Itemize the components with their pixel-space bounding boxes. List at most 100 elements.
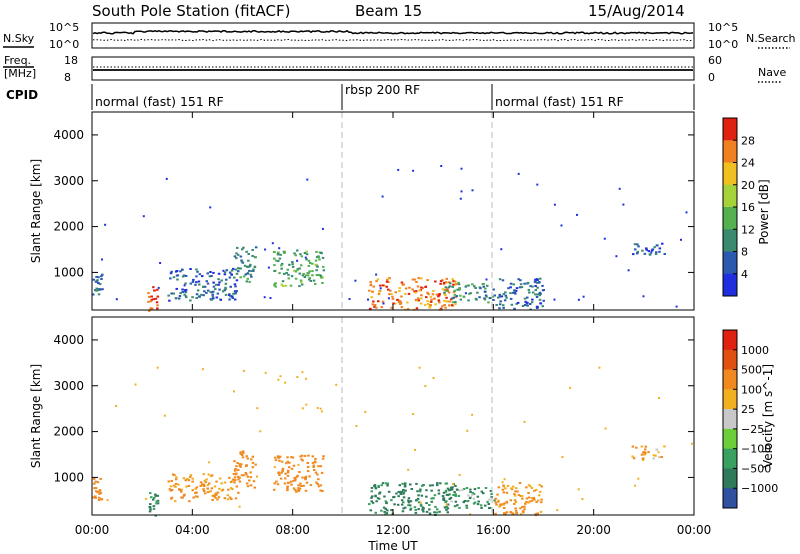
heatmap-cell [645,247,648,250]
heatmap-cell [317,478,320,481]
heatmap-cell [165,177,168,180]
heatmap-cell [404,489,407,492]
heatmap-cell [485,295,488,298]
heatmap-cell [224,288,227,290]
heatmap-cell [311,262,314,265]
heatmap-cell [407,292,411,295]
heatmap-cell [93,487,96,490]
heatmap-cell [517,278,520,281]
heatmap-cell [640,453,644,456]
heatmap-cell [194,487,197,490]
heatmap-cell [538,490,542,493]
heatmap-cell [155,500,158,503]
heatmap-cell [415,299,418,302]
heatmap-cell [295,490,298,493]
heatmap-cell [453,293,457,296]
heatmap-cell [93,482,96,485]
heatmap-cell [229,285,232,288]
nsky-tick-bottom: 10^0 [49,38,79,51]
heatmap-cell [312,466,315,468]
heatmap-cell [196,270,199,273]
heatmap-cell [386,278,389,281]
heatmap-cell [444,294,447,296]
heatmap-cell [458,473,461,476]
heatmap-cell [245,280,249,283]
heatmap-cell [317,485,321,488]
heatmap-cell [604,427,607,430]
heatmap-cell [203,285,207,288]
heatmap-cell [488,498,491,501]
heatmap-cell [406,301,409,304]
heatmap-cell [191,480,194,483]
heatmap-cell [446,487,450,490]
heatmap-cell [397,301,401,304]
heatmap-cell [178,297,181,300]
heatmap-cell [238,476,241,479]
heatmap-cell [314,461,317,464]
heatmap-cell [306,272,309,275]
heatmap-cell [198,283,201,286]
heatmap-cell [287,469,290,472]
heatmap-cell [523,505,526,508]
heatmap-cell [297,487,300,490]
heatmap-cell [321,227,324,230]
heatmap-cell [194,495,198,498]
heatmap-cell [314,471,318,474]
heatmap-cell [433,297,436,300]
heatmap-cell [294,488,297,491]
heatmap-cell [385,285,388,288]
heatmap-cell [514,494,517,497]
heatmap-cell [513,499,517,502]
heatmap-cell [436,482,439,485]
heatmap-cell [531,291,535,294]
heatmap-cell [296,376,299,378]
heatmap-cell [413,290,416,293]
heatmap-cell [414,509,417,511]
heatmap-cell [532,498,535,501]
heatmap-cell [188,500,191,503]
heatmap-cell [478,296,481,299]
heatmap-cell [513,307,516,310]
heatmap-cell [228,293,231,296]
heatmap-cell [286,471,290,474]
velocity-y-axis: 4000 3000 2000 1000 [53,333,694,484]
heatmap-cell [202,473,205,476]
heatmap-cell [101,258,103,261]
heatmap-cell [192,496,195,499]
heatmap-cell [184,479,187,482]
heatmap-cell [236,253,240,256]
heatmap-cell [394,291,397,294]
heatmap-cell [269,297,272,299]
y-tick-label: 4000 [53,333,84,347]
heatmap-cell [206,484,210,487]
heatmap-cell [217,496,221,499]
heatmap-cell [636,252,639,255]
heatmap-cell [487,301,490,304]
heatmap-cell [450,500,453,503]
heatmap-cell [303,276,307,278]
heatmap-cell [373,485,377,488]
heatmap-cell [524,300,527,303]
heatmap-cell [230,273,233,276]
heatmap-cell [221,290,225,293]
heatmap-cell [245,455,248,458]
heatmap-cell [245,473,248,476]
heatmap-cell [307,264,311,267]
heatmap-cell [169,489,173,492]
heatmap-cell [99,288,102,291]
heatmap-cell [517,494,521,497]
heatmap-cell [645,248,648,251]
heatmap-cell [434,505,437,508]
heatmap-cell [437,492,441,495]
x-tick-label: 00:00 [75,523,110,537]
heatmap-cell [436,484,439,487]
heatmap-cell [642,295,645,298]
heatmap-cell [233,481,236,484]
heatmap-cell [243,264,247,267]
heatmap-cell [458,506,461,509]
heatmap-cell [280,262,284,265]
heatmap-cell [370,296,373,299]
heatmap-cell [301,476,304,479]
heatmap-cell [249,476,253,479]
heatmap-cell [234,285,237,288]
